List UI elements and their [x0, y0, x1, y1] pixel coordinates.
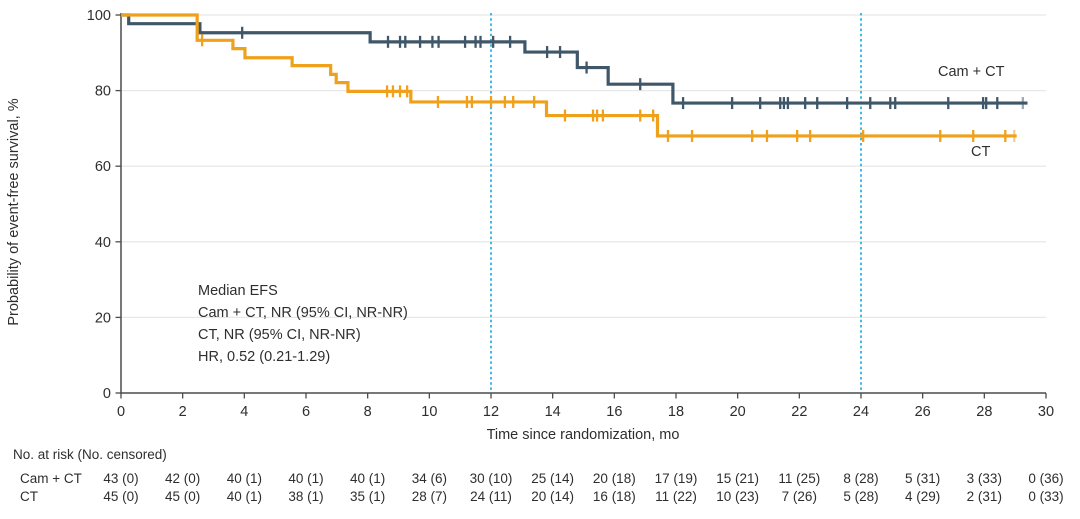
km-curve — [121, 13, 1017, 138]
y-tick-label: 100 — [87, 8, 111, 24]
risk-table-header: No. at risk (No. censored) — [13, 447, 167, 462]
risk-value: 34 (6) — [411, 471, 447, 486]
risk-value: 11 (25) — [778, 471, 821, 486]
median-efs-annotation: Median EFS Cam + CT, NR (95% CI, NR-NR) … — [198, 280, 408, 368]
y-tick-label: 20 — [95, 310, 111, 326]
risk-row-label-ct: CT — [20, 489, 38, 504]
risk-value: 40 (1) — [288, 471, 324, 486]
risk-value: 45 (0) — [165, 489, 201, 504]
y-axis-title: Probability of event-free survival, % — [6, 98, 22, 326]
risk-value: 40 (1) — [226, 489, 262, 504]
x-tick-label: 4 — [240, 404, 248, 420]
risk-value: 7 (26) — [781, 489, 817, 504]
risk-value: 11 (22) — [655, 489, 697, 504]
x-tick-label: 26 — [915, 404, 931, 420]
risk-value: 20 (14) — [531, 489, 575, 504]
risk-row-label-cam-ct: Cam + CT — [20, 471, 82, 486]
risk-value: 25 (14) — [531, 471, 575, 486]
x-tick-label: 18 — [668, 404, 684, 420]
x-tick-label: 28 — [976, 404, 992, 420]
risk-value: 0 (36) — [1028, 471, 1064, 486]
risk-value: 3 (33) — [966, 471, 1002, 486]
x-axis-title: Time since randomization, mo — [486, 427, 680, 443]
x-tick-label: 22 — [791, 404, 807, 420]
x-tick-label: 6 — [302, 404, 310, 420]
legend-label-ct: CT — [971, 144, 991, 160]
x-tick-label: 2 — [179, 404, 187, 420]
risk-value: 43 (0) — [103, 471, 139, 486]
risk-value: 40 (1) — [226, 471, 262, 486]
y-tick-label: 40 — [95, 235, 111, 251]
risk-value: 42 (0) — [165, 471, 201, 486]
annotation-line-hr: HR, 0.52 (0.21-1.29) — [198, 349, 331, 365]
x-tick-label: 30 — [1038, 404, 1054, 420]
x-tick-label: 24 — [853, 404, 869, 420]
risk-value: 10 (23) — [716, 489, 760, 504]
x-tick-label: 10 — [421, 404, 437, 420]
x-tick-label: 0 — [117, 404, 125, 420]
annotation-line-cam-ct: Cam + CT, NR (95% CI, NR-NR) — [198, 305, 408, 321]
risk-value: 45 (0) — [103, 489, 139, 504]
risk-value: 40 (1) — [350, 471, 386, 486]
y-tick-label: 0 — [103, 386, 111, 402]
x-tick-label: 16 — [606, 404, 622, 420]
y-tick-label: 60 — [95, 159, 111, 175]
y-tick-label: 80 — [95, 84, 111, 100]
risk-value: 17 (19) — [654, 471, 698, 486]
annotation-line-ct: CT, NR (95% CI, NR-NR) — [198, 327, 361, 343]
legend-label-cam-ct: Cam + CT — [938, 64, 1005, 80]
risk-value: 20 (18) — [592, 471, 636, 486]
risk-value: 16 (18) — [592, 489, 636, 504]
risk-value: 24 (11) — [470, 489, 512, 504]
x-tick-label: 14 — [545, 404, 561, 420]
risk-value: 15 (21) — [716, 471, 760, 486]
risk-value: 8 (28) — [843, 471, 879, 486]
risk-value: 28 (7) — [411, 489, 447, 504]
risk-value: 0 (33) — [1028, 489, 1064, 504]
risk-value: 2 (31) — [966, 489, 1002, 504]
x-tick-label: 20 — [730, 404, 746, 420]
risk-value: 35 (1) — [350, 489, 386, 504]
risk-value: 5 (28) — [843, 489, 879, 504]
x-tick-label: 12 — [483, 404, 499, 420]
x-tick-label: 8 — [364, 404, 372, 420]
risk-value: 4 (29) — [905, 489, 941, 504]
annotation-line-median-efs: Median EFS — [198, 283, 278, 299]
risk-value: 38 (1) — [288, 489, 324, 504]
risk-value: 5 (31) — [905, 471, 941, 486]
risk-value: 30 (10) — [469, 471, 513, 486]
